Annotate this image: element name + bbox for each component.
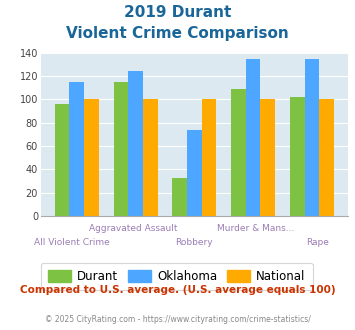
Bar	[143, 99, 158, 216]
Bar	[305, 59, 319, 216]
Bar	[114, 82, 128, 216]
Text: Aggravated Assault: Aggravated Assault	[89, 224, 177, 233]
Bar	[70, 82, 84, 216]
Text: All Violent Crime: All Violent Crime	[34, 238, 109, 247]
Text: © 2025 CityRating.com - https://www.cityrating.com/crime-statistics/: © 2025 CityRating.com - https://www.city…	[45, 315, 310, 324]
Legend: Durant, Oklahoma, National: Durant, Oklahoma, National	[40, 263, 313, 290]
Bar	[128, 72, 143, 216]
Bar	[84, 99, 99, 216]
Bar	[172, 178, 187, 216]
Bar	[187, 130, 202, 216]
Bar	[202, 99, 217, 216]
Text: Robbery: Robbery	[176, 238, 213, 247]
Bar	[290, 97, 305, 216]
Bar	[261, 99, 275, 216]
Text: Rape: Rape	[306, 238, 329, 247]
Bar	[319, 99, 334, 216]
Text: Murder & Mans...: Murder & Mans...	[217, 224, 294, 233]
Text: 2019 Durant: 2019 Durant	[124, 5, 231, 20]
Bar	[246, 59, 261, 216]
Bar	[231, 89, 246, 216]
Bar	[55, 104, 70, 216]
Text: Compared to U.S. average. (U.S. average equals 100): Compared to U.S. average. (U.S. average …	[20, 285, 335, 295]
Text: Violent Crime Comparison: Violent Crime Comparison	[66, 26, 289, 41]
